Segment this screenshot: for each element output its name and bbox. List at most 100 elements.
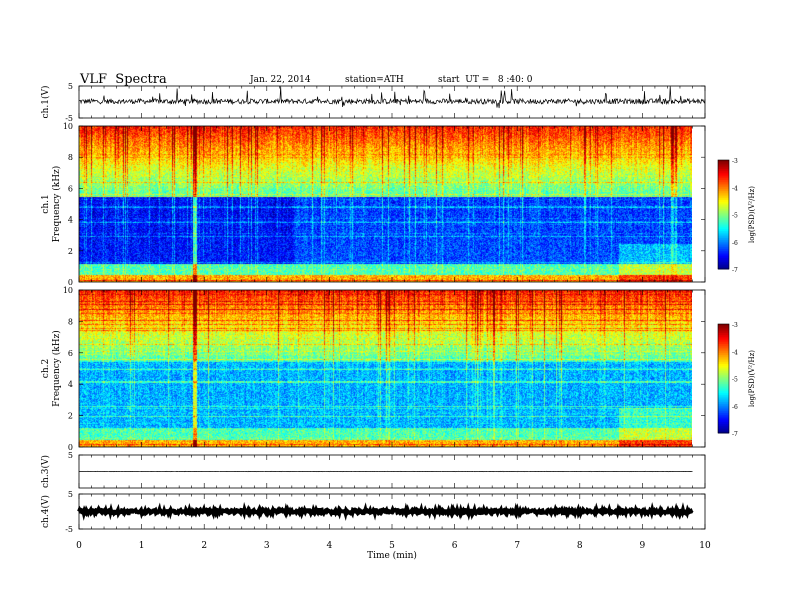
y-axis-label: Frequency (kHz) <box>51 166 62 243</box>
colorbar-cell <box>718 234 729 237</box>
ch1-spectrogram-image <box>79 126 692 282</box>
colorbar-cell <box>718 179 729 183</box>
colorbar-cell <box>718 203 729 206</box>
y-tick-label: 2 <box>68 412 73 421</box>
colorbar-cell <box>718 331 729 334</box>
colorbar-tick-label: -4 <box>732 349 738 356</box>
colorbar-cell <box>718 356 729 360</box>
colorbar-cell <box>718 181 729 185</box>
ch1-spectrogram <box>78 125 730 283</box>
colorbar-tick-label: -4 <box>732 185 738 192</box>
colorbar-cell <box>718 216 729 219</box>
chart-title: VLF Spectra <box>80 72 167 87</box>
colorbar-cell <box>718 373 729 376</box>
ch4-waveform-trace <box>77 501 694 522</box>
colorbar-cell <box>718 403 729 407</box>
y-tick-label: 4 <box>68 380 73 389</box>
colorbar-cell <box>718 409 729 412</box>
colorbar-cell <box>718 340 729 343</box>
ch1-waveform <box>78 85 706 119</box>
colorbar-cell <box>718 349 729 352</box>
colorbar-cell <box>718 207 729 210</box>
colorbar-cell <box>718 223 729 226</box>
colorbar-cell <box>718 183 729 186</box>
colorbar-cell <box>718 398 729 401</box>
colorbar-cell <box>718 353 729 356</box>
colorbar-cell <box>718 362 729 365</box>
station-label: station=ATH <box>345 75 404 85</box>
colorbar-cell <box>718 263 729 266</box>
ch4-waveform <box>77 493 706 530</box>
colorbar-tick-label: -5 <box>732 377 738 384</box>
colorbar-cell <box>718 374 729 378</box>
colorbar-cell <box>718 418 729 421</box>
colorbar-cell <box>718 334 729 338</box>
colorbar-cell <box>718 243 729 246</box>
y-tick-label: 6 <box>68 184 73 193</box>
colorbar-cell <box>718 169 729 172</box>
colorbar-cell <box>718 198 729 201</box>
colorbar-cell <box>718 347 729 350</box>
colorbar-cell <box>718 265 729 268</box>
colorbar-cell <box>718 209 729 212</box>
colorbar-cell <box>718 190 729 194</box>
colorbar-cell <box>718 329 729 332</box>
colorbar-cell <box>718 385 729 389</box>
colorbar-cell <box>718 254 729 257</box>
ch2-spectrogram <box>78 289 730 448</box>
colorbar-cell <box>718 199 729 203</box>
y-tick-label: 5 <box>68 451 73 460</box>
colorbar-cell <box>718 360 729 363</box>
colorbar-cell <box>718 252 729 255</box>
x-tick-label: 3 <box>264 541 270 551</box>
colorbar-cell <box>718 218 729 221</box>
x-tick-label: 10 <box>699 541 711 551</box>
colorbar-cell <box>718 174 729 177</box>
colorbar-cell <box>718 325 729 329</box>
colorbar-cell <box>718 407 729 410</box>
colorbar-cell <box>718 238 729 241</box>
colorbar-cell <box>718 205 729 208</box>
colorbar-cell <box>718 383 729 387</box>
colorbar-cell <box>718 380 729 383</box>
y-tick-label: 8 <box>68 153 73 162</box>
ch1-waveform-trace <box>78 86 706 109</box>
colorbar-cell <box>718 393 729 396</box>
colorbar-cell <box>718 230 729 234</box>
ch3-waveform <box>78 454 706 489</box>
colorbar-cell <box>718 343 729 347</box>
y-axis-label: Frequency (kHz) <box>51 330 62 407</box>
colorbar-cell <box>718 192 729 196</box>
colorbar-cell <box>718 160 729 163</box>
colorbar-cell <box>718 170 729 174</box>
colorbar-cell <box>718 261 729 265</box>
colorbar-cell <box>718 420 729 423</box>
colorbar-cell <box>718 245 729 248</box>
colorbar-cell <box>718 422 729 425</box>
colorbar-cell <box>718 221 729 225</box>
y-tick-label: -5 <box>65 114 73 123</box>
x-tick-label: 9 <box>640 541 646 551</box>
colorbar-cell <box>718 219 729 223</box>
colorbar-cell <box>718 229 729 232</box>
y-axis-label: ch.4(V) <box>40 495 51 528</box>
x-tick-label: 4 <box>327 541 333 551</box>
colorbar-cell <box>718 369 729 372</box>
colorbar-frame <box>717 323 730 434</box>
colorbar-cell <box>718 336 729 340</box>
colorbar-cell <box>718 402 729 405</box>
start-time-label: start UT = 8 :40: 0 <box>438 75 533 85</box>
colorbar-cell <box>718 161 729 165</box>
colorbar-cell <box>718 185 729 188</box>
x-tick-label: 5 <box>389 541 395 551</box>
colorbar-cell <box>718 338 729 341</box>
colorbar-label: log(PSD)(V²/Hz) <box>748 186 756 243</box>
x-tick-label: 8 <box>577 541 583 551</box>
colorbar-cell <box>718 405 729 409</box>
colorbar-cell <box>718 425 729 429</box>
colorbar-cell <box>718 176 729 179</box>
colorbar-tick-label: -3 <box>732 158 738 165</box>
colorbar-tick-label: -5 <box>732 213 738 220</box>
colorbar-cell <box>718 241 729 245</box>
x-tick-label: 7 <box>514 541 520 551</box>
